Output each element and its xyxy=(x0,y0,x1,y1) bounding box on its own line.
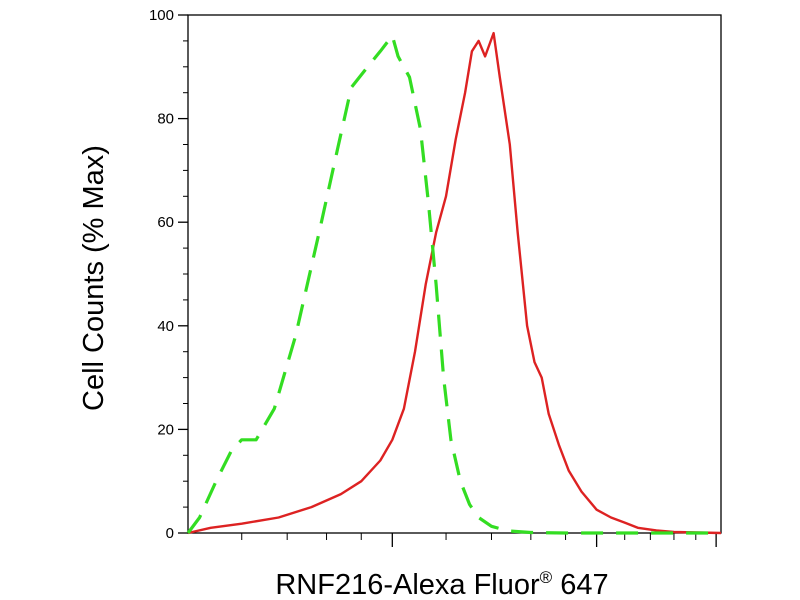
x-axis-title-superscript: ® xyxy=(540,568,553,587)
y-tick-label-20: 20 xyxy=(157,421,174,438)
y-axis-title: Cell Counts (% Max) xyxy=(78,145,110,411)
series-line-control-dashed xyxy=(186,34,721,535)
series-line-sample-solid xyxy=(187,31,722,535)
y-tick-label-60: 60 xyxy=(157,214,174,231)
y-tick-label-100: 100 xyxy=(149,7,174,24)
x-axis-title: RNF216-Alexa Fluor® 647 xyxy=(275,568,608,600)
x-axis-title-suffix: 647 xyxy=(552,569,608,600)
axis-ticks: 0 20 40 60 80 100 xyxy=(149,7,717,547)
series-lines xyxy=(186,31,722,535)
y-tick-label-80: 80 xyxy=(157,111,174,128)
x-axis-title-main: RNF216-Alexa Fluor xyxy=(275,569,540,600)
y-tick-label-40: 40 xyxy=(157,318,174,335)
y-tick-label-0: 0 xyxy=(166,525,174,542)
